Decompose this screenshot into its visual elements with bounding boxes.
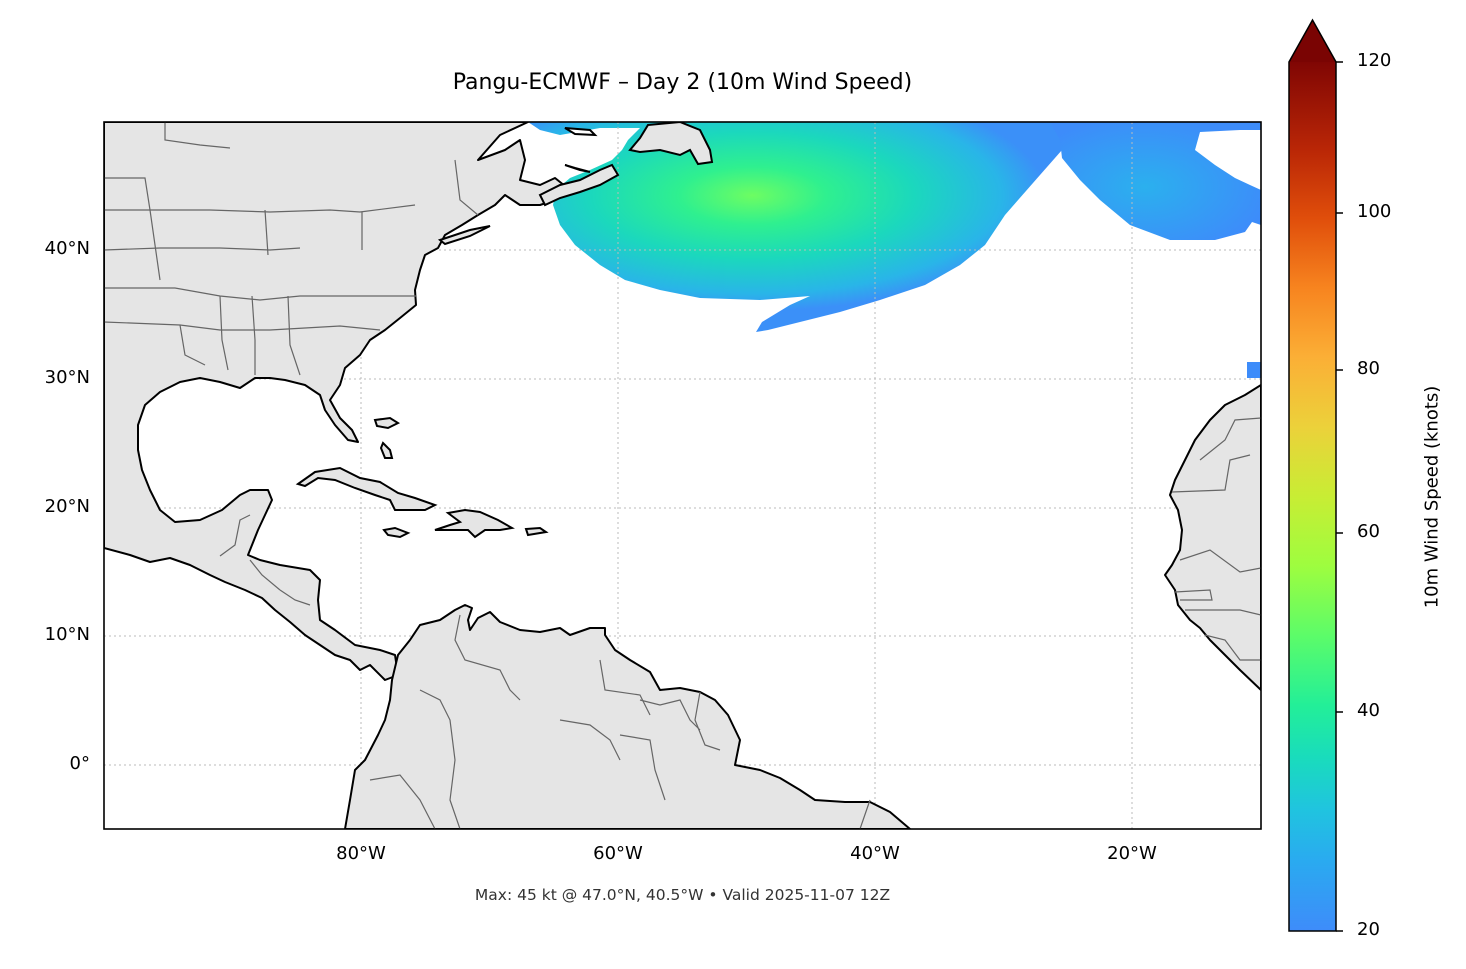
lat-label-0: 0°	[69, 753, 90, 774]
land-hispaniola	[434, 508, 515, 539]
colorbar-tick-120: 120	[1357, 50, 1392, 71]
colorbar	[1288, 18, 1343, 932]
footer-caption: Max: 45 kt @ 47.0°N, 40.5°W • Valid 2025…	[474, 886, 891, 904]
land-newfoundland	[628, 122, 714, 166]
map-frame	[103, 121, 1262, 830]
state-borders	[104, 122, 1261, 829]
land-pei	[564, 164, 591, 173]
colorbar-tick-100: 100	[1357, 201, 1392, 222]
lat-label-30n: 30°N	[44, 367, 90, 388]
lon-label-80w: 80°W	[336, 843, 386, 864]
land-puerto-rico	[524, 526, 549, 537]
colorbar-tick-20: 20	[1357, 919, 1380, 940]
lon-label-40w: 40°W	[850, 843, 900, 864]
land-africa	[1164, 384, 1261, 691]
colorbar-tick-60: 60	[1357, 521, 1380, 542]
lon-label-20w: 20°W	[1107, 843, 1157, 864]
figure-title: Pangu-ECMWF – Day 2 (10m Wind Speed)	[452, 70, 913, 95]
colorbar-tick-80: 80	[1357, 358, 1380, 379]
land-jamaica	[382, 526, 411, 539]
lat-label-20n: 20°N	[44, 496, 90, 517]
lon-label-60w: 60°W	[593, 843, 643, 864]
wind-field-east-lobe	[1050, 122, 1261, 240]
land-north-america	[104, 122, 571, 681]
land-anticosti	[564, 127, 598, 137]
lat-label-40n: 40°N	[44, 238, 90, 259]
wind-field-main	[528, 122, 1062, 332]
land-nova-scotia	[538, 163, 620, 207]
colorbar-tick-40: 40	[1357, 700, 1380, 721]
land-long-island	[437, 225, 491, 246]
wind-patch-canaries	[1247, 362, 1261, 378]
land-cuba	[295, 466, 438, 511]
colorbar-label: 10m Wind Speed (knots)	[1421, 385, 1443, 609]
land-bahamas	[373, 416, 401, 459]
land-south-america	[344, 604, 911, 829]
lat-label-10n: 10°N	[44, 624, 90, 645]
